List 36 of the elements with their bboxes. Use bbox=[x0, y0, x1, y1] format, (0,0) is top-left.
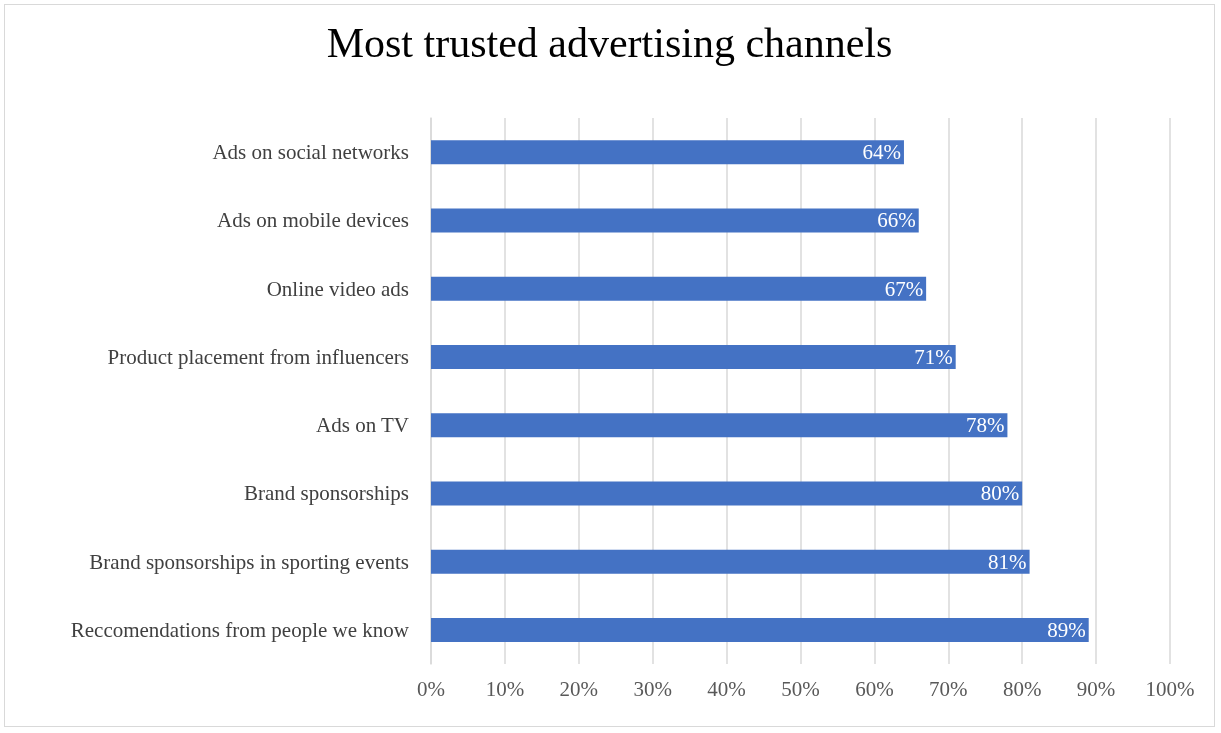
x-tick-label: 100% bbox=[1145, 676, 1195, 701]
bar bbox=[431, 344, 956, 369]
bar bbox=[431, 208, 919, 233]
y-tick-label: Ads on mobile devices bbox=[217, 208, 409, 233]
bar bbox=[431, 481, 1023, 506]
y-tick-label: Ads on social networks bbox=[212, 140, 409, 165]
bar bbox=[431, 413, 1008, 438]
y-tick-label: Brand sponsorships bbox=[243, 481, 409, 506]
x-tick-label: 60% bbox=[855, 676, 894, 701]
bar bbox=[431, 140, 904, 165]
data-label: 64% bbox=[862, 140, 901, 165]
data-label: 78% bbox=[965, 413, 1005, 438]
x-tick-label: 10% bbox=[485, 676, 525, 701]
bar bbox=[431, 276, 927, 301]
x-tick-label: 40% bbox=[707, 676, 746, 701]
x-tick-label: 70% bbox=[929, 676, 968, 701]
data-label: 81% bbox=[988, 549, 1027, 574]
chart-title: Most trusted advertising channels bbox=[326, 20, 893, 66]
y-tick-label: Online video ads bbox=[266, 276, 409, 301]
data-label: 71% bbox=[914, 344, 953, 369]
bar bbox=[431, 617, 1089, 642]
x-tick-label: 20% bbox=[559, 676, 599, 701]
y-tick-label: Product placement from influencers bbox=[107, 344, 409, 369]
data-label: 66% bbox=[877, 208, 916, 233]
x-tick-label: 30% bbox=[633, 676, 672, 701]
data-label: 80% bbox=[980, 481, 1020, 506]
bar bbox=[431, 549, 1030, 574]
data-label: 89% bbox=[1047, 617, 1086, 642]
y-tick-label: Reccomendations from people we know bbox=[70, 617, 410, 642]
y-tick-label: Ads on TV bbox=[316, 413, 409, 438]
x-tick-label: 90% bbox=[1076, 676, 1116, 701]
y-tick-label: Brand sponsorships in sporting events bbox=[89, 549, 409, 574]
data-label: 67% bbox=[884, 276, 924, 301]
x-tick-label: 50% bbox=[781, 676, 820, 701]
x-tick-label: 0% bbox=[417, 676, 445, 701]
x-tick-label: 80% bbox=[1002, 676, 1042, 701]
